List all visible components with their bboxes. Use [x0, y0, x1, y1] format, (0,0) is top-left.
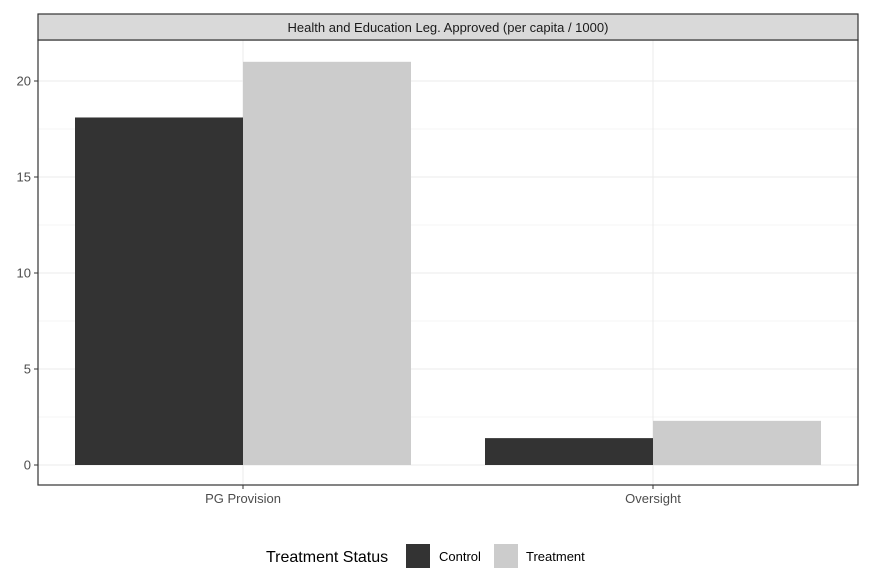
legend-title: Treatment Status	[266, 549, 388, 566]
legend-label-control: Control	[439, 549, 481, 564]
legend-label-treatment: Treatment	[526, 549, 585, 564]
legend: Treatment Status Control Treatment	[266, 544, 585, 568]
bar-control-pg-provision	[75, 117, 243, 465]
x-tick-label: PG Provision	[205, 491, 281, 506]
bar-layer	[75, 61, 821, 466]
legend-key-control	[406, 544, 430, 568]
axis-layer: 0 5 10 15 20 PG Provision Oversight	[17, 74, 682, 507]
x-tick-label: Oversight	[625, 491, 681, 506]
bar-treatment-oversight	[653, 420, 821, 465]
legend-key-treatment	[494, 544, 518, 568]
y-tick-label: 15	[17, 170, 31, 185]
facet-strip-title: Health and Education Leg. Approved (per …	[288, 20, 609, 35]
facet-strip	[37, 13, 859, 41]
y-tick-label: 20	[17, 74, 31, 89]
bar-treatment-pg-provision	[243, 61, 411, 466]
y-tick-label: 5	[24, 362, 31, 377]
y-tick-label: 10	[17, 266, 31, 281]
y-tick-label: 0	[24, 458, 31, 473]
bar-control-oversight	[485, 438, 653, 465]
